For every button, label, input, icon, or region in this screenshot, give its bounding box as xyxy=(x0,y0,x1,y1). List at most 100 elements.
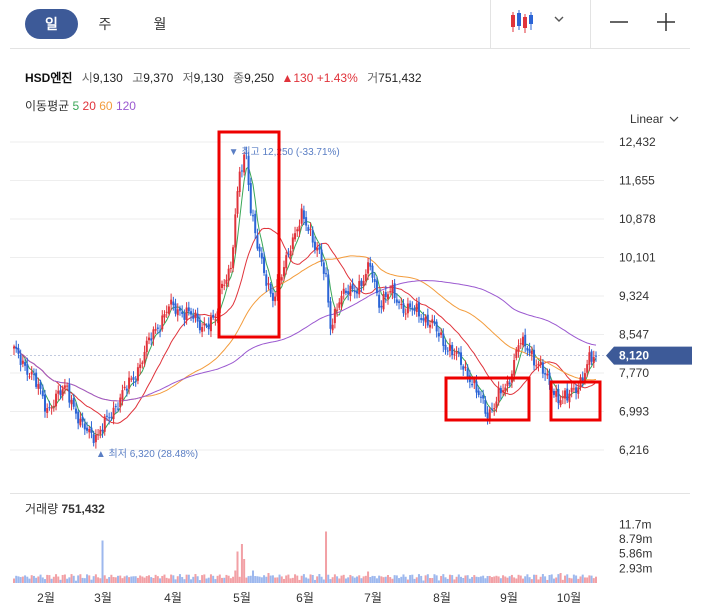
volume-bar xyxy=(422,580,425,583)
chart-type-button[interactable] xyxy=(508,0,568,48)
volume-bar xyxy=(13,578,15,583)
volume-bar xyxy=(196,576,199,583)
low-annotation: ▲ 최저 6,320 (28.48%) xyxy=(96,448,198,460)
volume-bar xyxy=(205,578,208,583)
volume-bar xyxy=(99,578,102,583)
volume-bar xyxy=(68,577,71,583)
volume-bar xyxy=(77,575,80,583)
candle-body xyxy=(225,279,228,284)
candle-body xyxy=(398,301,401,303)
candle-body xyxy=(176,309,179,316)
quote-summary: HSD엔진 시9,130 고9,370 저9,130 종9,250 ▲130 +… xyxy=(25,69,422,86)
candle-body xyxy=(592,357,595,363)
candle-body xyxy=(32,373,35,375)
candle-body xyxy=(353,290,356,293)
volume-bar xyxy=(201,575,204,583)
candle-body xyxy=(99,429,102,435)
volume-bar xyxy=(291,577,294,583)
zoom-in-button[interactable] xyxy=(655,0,679,48)
volume-bar xyxy=(110,574,113,583)
volume-tick-label: 8.79m xyxy=(619,532,652,546)
volume-bar xyxy=(249,575,252,583)
volume-bar xyxy=(141,576,144,583)
volume-bar xyxy=(48,575,51,583)
price-tick-label: 10,101 xyxy=(619,251,656,265)
scale-selector[interactable]: Linear xyxy=(630,112,679,126)
volume-bar xyxy=(150,577,153,583)
tab-month[interactable]: 월 xyxy=(153,16,167,32)
volume-bar xyxy=(59,579,62,583)
candle-body xyxy=(557,389,560,404)
candle-body xyxy=(504,387,507,392)
candle-body xyxy=(300,208,303,224)
volume-bar xyxy=(223,577,226,583)
volume-bar xyxy=(413,578,416,583)
volume-bar xyxy=(360,578,363,583)
candle-body xyxy=(479,396,482,398)
volume-bar xyxy=(486,576,489,583)
volume-bar xyxy=(119,575,122,583)
candle-body xyxy=(70,399,73,405)
volume-bar xyxy=(26,576,29,583)
volume-bar xyxy=(327,574,330,583)
x-tick-label: 3월 xyxy=(94,591,112,605)
candle-body xyxy=(559,400,562,406)
low-value: 9,130 xyxy=(193,71,224,85)
volume-bar xyxy=(477,577,480,583)
candle-body xyxy=(145,340,148,353)
tab-day[interactable]: 일 xyxy=(25,9,78,39)
x-tick-label: 7월 xyxy=(364,591,382,605)
volume-bar xyxy=(134,576,137,583)
candle-body xyxy=(356,291,359,294)
candle-body xyxy=(251,215,254,217)
volume-bar xyxy=(581,574,584,583)
candle-body xyxy=(499,388,502,394)
volume-bar xyxy=(462,577,465,583)
volume-bar xyxy=(431,578,434,583)
chevron-down-icon[interactable] xyxy=(554,16,564,22)
candle-body xyxy=(161,315,164,330)
candle-body xyxy=(114,406,117,408)
candle-body xyxy=(386,294,389,299)
candle-body xyxy=(455,351,458,354)
volume-bar xyxy=(442,574,445,583)
volume-bar xyxy=(316,576,319,583)
volume-bar xyxy=(358,575,361,583)
volume-bar xyxy=(440,575,443,583)
volume-bar xyxy=(43,579,46,583)
zoom-out-button[interactable] xyxy=(608,0,632,48)
candle-body xyxy=(515,349,518,359)
candle-body xyxy=(482,395,485,399)
volume-bar xyxy=(497,576,500,583)
candle-body xyxy=(373,278,376,282)
price-chart[interactable]: 12,432 11,655 10,878 10,101 9,324 8,547 7,770 6… xyxy=(0,128,704,480)
volume-bar xyxy=(519,575,522,583)
candle-body xyxy=(424,316,427,323)
tab-week[interactable]: 주 xyxy=(98,16,112,32)
candle-body xyxy=(440,332,443,335)
volume-bar xyxy=(307,578,310,583)
volume-bar xyxy=(342,574,345,583)
candle-body xyxy=(240,170,243,172)
volume-bar xyxy=(493,576,496,583)
candle-body xyxy=(411,307,414,310)
candle-body xyxy=(444,344,447,350)
candle-body xyxy=(320,249,323,263)
volume-bar xyxy=(386,575,389,583)
volume-bar xyxy=(15,575,18,583)
candle-body xyxy=(495,401,498,408)
volume-bar xyxy=(187,574,190,583)
candle-body xyxy=(17,348,20,354)
volume-bar xyxy=(568,577,571,583)
volume-bar xyxy=(528,577,531,583)
volume-bar xyxy=(46,574,49,583)
x-tick-label: 6월 xyxy=(296,591,314,605)
volume-bar xyxy=(143,577,146,583)
candle-body xyxy=(165,311,168,313)
candle-body xyxy=(369,262,372,267)
volume-bar xyxy=(409,575,412,583)
candle-body xyxy=(488,409,491,420)
volume-bar xyxy=(557,574,560,583)
candle-body xyxy=(243,154,246,173)
volume-bar xyxy=(232,576,235,583)
